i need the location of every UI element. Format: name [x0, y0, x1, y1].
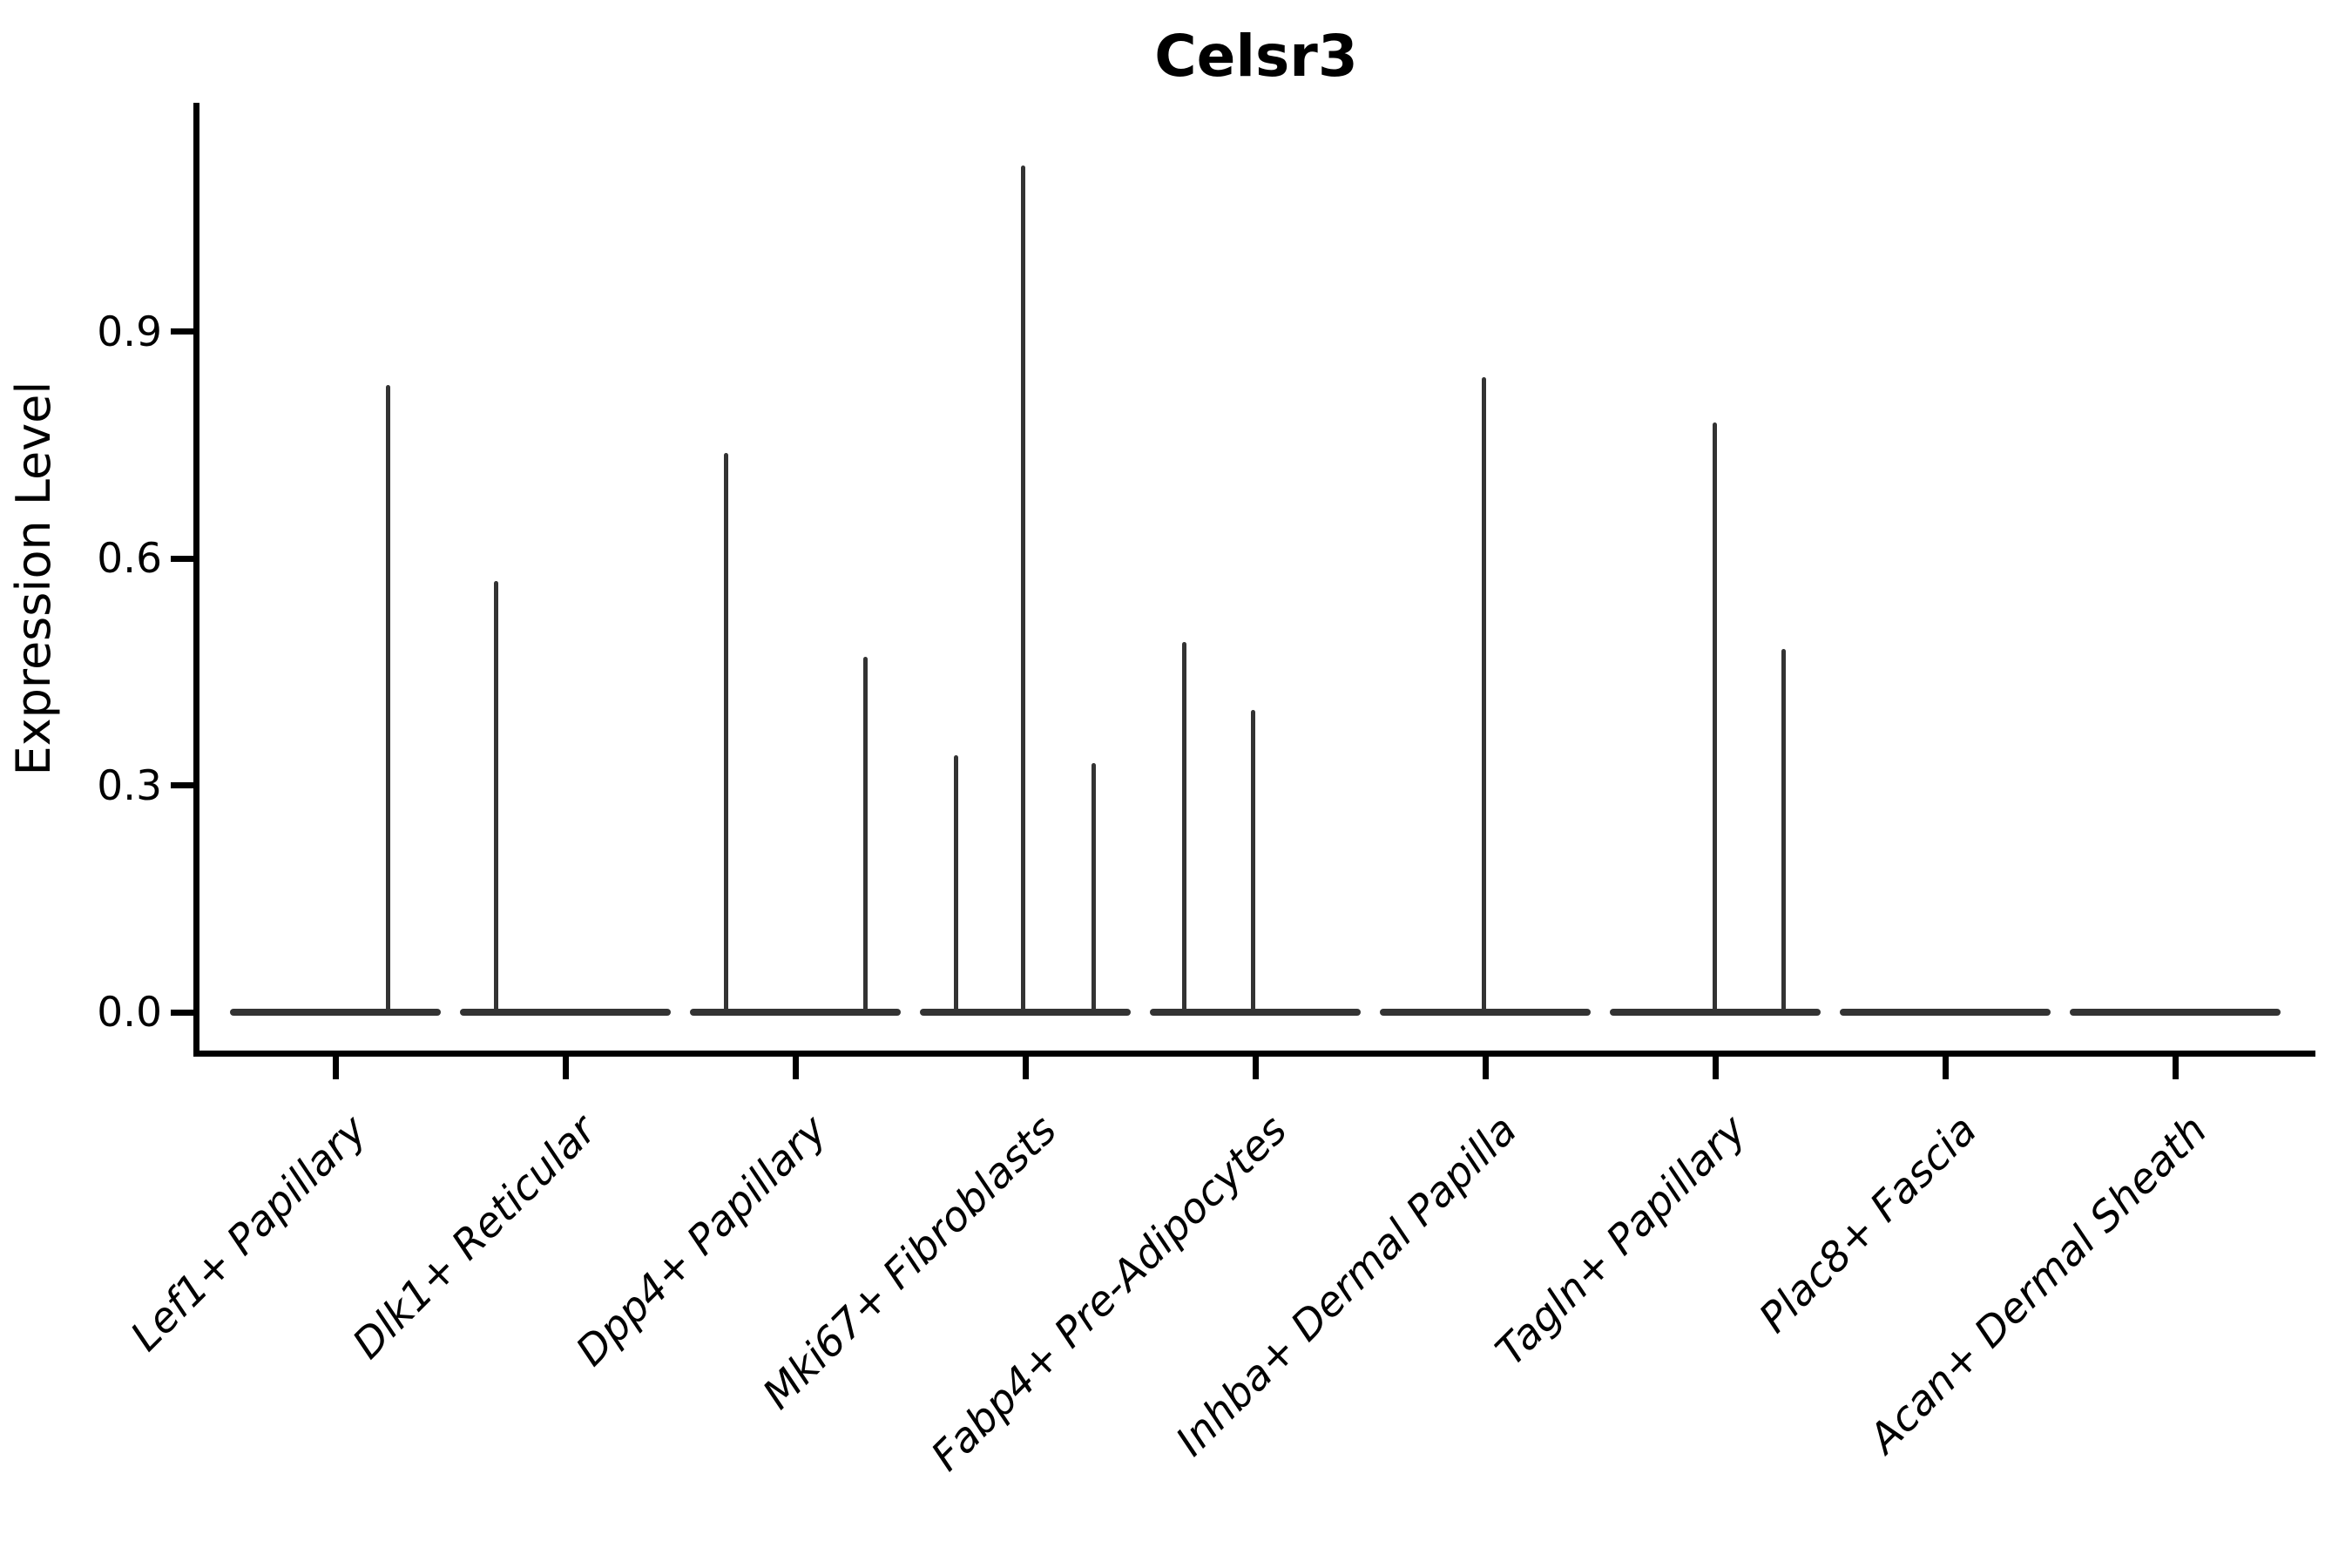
x-tick-mark: [332, 1057, 339, 1079]
y-axis-spine: [193, 103, 199, 1057]
violin-base: [2070, 1009, 2281, 1016]
y-tick-label: 0.6: [97, 535, 162, 584]
x-tick-mark: [2172, 1057, 2179, 1079]
violin-spike: [1712, 422, 1717, 1016]
violin-spike: [1250, 709, 1255, 1016]
y-tick-mark: [171, 1009, 194, 1016]
violin-spike: [1020, 165, 1025, 1016]
y-tick-label: 0.0: [97, 989, 162, 1037]
x-tick-mark: [1942, 1057, 1949, 1079]
violin-spike: [385, 384, 390, 1016]
violin-spike: [1781, 649, 1786, 1016]
plot-title: Celsr3: [1154, 23, 1358, 90]
x-tick-mark: [792, 1057, 799, 1079]
x-tick-mark: [1712, 1057, 1719, 1079]
violin-spike: [493, 581, 498, 1016]
y-tick-label: 0.9: [97, 308, 162, 356]
x-tick-label: Dpp4+ Papillary: [566, 1105, 836, 1376]
x-tick-mark: [1022, 1057, 1029, 1079]
y-tick-mark: [171, 782, 194, 789]
x-tick-label: Plac8+ Fascia: [1749, 1105, 1986, 1342]
violin-base: [1840, 1009, 2051, 1016]
violin-spike: [953, 754, 958, 1016]
y-tick-mark: [171, 555, 194, 562]
x-tick-label: Tagln+ Papillary: [1486, 1105, 1756, 1375]
x-tick-mark: [1482, 1057, 1489, 1079]
x-tick-mark: [562, 1057, 569, 1079]
violin-spike: [1481, 376, 1486, 1016]
violin-spike: [723, 452, 728, 1016]
y-tick-label: 0.3: [97, 761, 162, 810]
x-axis-spine: [193, 1051, 2315, 1057]
violin-base: [920, 1009, 1131, 1016]
violin-spike: [1181, 641, 1186, 1016]
x-tick-mark: [1252, 1057, 1259, 1079]
violin-spike: [1091, 762, 1096, 1016]
violin-base: [460, 1009, 671, 1016]
x-tick-label: Dlk1+ Reticular: [343, 1105, 606, 1369]
violin-base: [690, 1009, 901, 1016]
x-tick-label: Lef1+ Papillary: [121, 1105, 376, 1361]
violin-base: [230, 1009, 441, 1016]
violin-spike: [862, 657, 868, 1016]
y-tick-mark: [171, 328, 194, 335]
violin-base: [1150, 1009, 1361, 1016]
